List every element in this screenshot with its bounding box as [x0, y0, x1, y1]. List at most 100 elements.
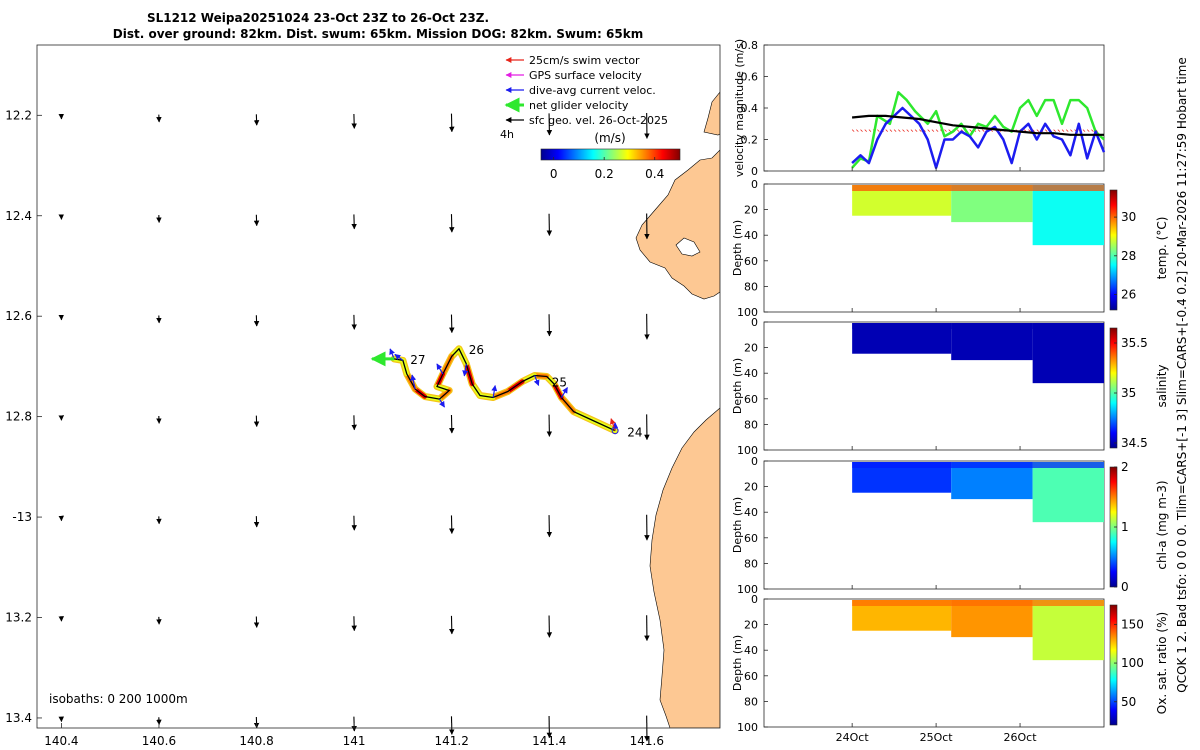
- dive-avg-current-arrow: [389, 348, 395, 360]
- section-axes-box: [763, 183, 1105, 313]
- map-y-tick-label: 12.8: [5, 410, 32, 424]
- section-colorbar-tick-label: 28: [1121, 249, 1136, 263]
- swim-marker: [927, 129, 930, 132]
- swim-marker: [919, 129, 922, 132]
- section-y-label: Depth (m): [731, 358, 744, 414]
- day-label: 24: [627, 426, 642, 440]
- section-data-block: [951, 185, 1033, 223]
- section-colorbar-label: temp. (°C): [1155, 217, 1169, 280]
- current-vector-field: [58, 112, 650, 742]
- section-colorbar-tick-label: 1: [1121, 520, 1129, 534]
- day-labels: 24 25 26 27: [410, 343, 642, 440]
- section-colorbar-label: salinity: [1155, 364, 1169, 407]
- section-data-block: [1032, 462, 1104, 523]
- map-x-tick-label: 140.4: [44, 734, 78, 748]
- swim-marker: [851, 129, 855, 132]
- day-label: 27: [410, 353, 425, 367]
- section-colorbar: [1109, 604, 1118, 726]
- swim-marker: [1061, 129, 1065, 132]
- coastline: [635, 91, 720, 728]
- section-colorbar-tick-label: 26: [1121, 288, 1136, 302]
- swim-marker: [1044, 129, 1048, 132]
- section-axes-box: [763, 460, 1105, 590]
- map-x-tick-label: 141.6: [630, 734, 664, 748]
- swim-marker: [868, 129, 872, 132]
- velocity-axes-box: [763, 44, 1105, 172]
- section-colorbar: [1109, 327, 1118, 449]
- colorbar-tick-label: 0.2: [595, 167, 614, 181]
- time-tick-label: 25Oct: [920, 731, 954, 744]
- section-y-label: Depth (m): [731, 497, 744, 553]
- section-panel: 0 20 40 60 80 100 Depth (m) 50 100 150 Ox. sat. ra…: [731, 593, 1169, 734]
- swim-marker: [1082, 129, 1086, 132]
- map-x-tick-label: 141: [343, 734, 366, 748]
- depth-tick-label: 60: [744, 255, 758, 268]
- legend-entry: net glider velocity: [529, 99, 629, 112]
- velocity-y-label: velocity magnitude (m/s): [733, 39, 746, 177]
- section-surface-layer: [852, 323, 1104, 329]
- track-start-marker: [611, 427, 619, 435]
- depth-tick-label: 60: [744, 670, 758, 683]
- map-y-tick-label: 12.6: [5, 309, 32, 323]
- section-colorbar-tick-label: 50: [1121, 695, 1136, 709]
- swim-marker: [860, 129, 863, 132]
- section-panel: 0 20 40 60 80 100 Depth (m) 26 28 30 temp. (°C): [731, 178, 1169, 319]
- depth-tick-label: 0: [751, 178, 758, 191]
- swim-marker: [1036, 129, 1040, 132]
- swim-marker: [902, 129, 905, 132]
- land-mid: [635, 149, 720, 300]
- swim-marker: [914, 129, 918, 132]
- swim-marker: [1053, 129, 1056, 132]
- swim-marker: [885, 129, 889, 132]
- swim-marker: [910, 129, 914, 132]
- swim-marker: [1091, 129, 1094, 132]
- section-colorbar-tick-label: 0: [1121, 580, 1129, 594]
- map-y-tick-label: 13.2: [5, 611, 32, 625]
- colorbar-scale: [540, 148, 681, 161]
- section-colorbar: [1109, 189, 1118, 311]
- map-x-tick-label: 141.4: [532, 734, 566, 748]
- dive-avg-current-arrow: [438, 398, 445, 408]
- dive-avg-current-arrow: [394, 353, 404, 361]
- depth-tick-label: 40: [744, 506, 758, 519]
- day-label: 25: [552, 375, 567, 389]
- depth-tick-label: 80: [744, 418, 758, 431]
- swim-marker: [1070, 129, 1073, 132]
- dive-avg-current-arrow: [533, 375, 540, 387]
- glider-track: [390, 345, 619, 435]
- map-background: [37, 45, 720, 728]
- dive-avg-current-arrow: [410, 374, 417, 390]
- section-data-block: [951, 462, 1033, 500]
- swim-marker: [877, 129, 880, 132]
- section-data-block: [951, 323, 1033, 361]
- depth-tick-label: 20: [744, 481, 758, 494]
- side-annotation: QCOK 1 2. Bad tsfo: 0 0 0 0. Tlim=CARS+[…: [1175, 57, 1189, 693]
- track-line: [393, 347, 616, 432]
- dive-avg-current-arrow: [436, 363, 444, 375]
- velocity-y-tick-label: 0.6: [741, 71, 759, 84]
- legend-entry: GPS surface velocity: [529, 69, 642, 82]
- dive-avg-current-arrow: [462, 363, 469, 377]
- swim-marker: [1028, 129, 1031, 132]
- glider-vectors: [370, 348, 619, 435]
- legend-4h-label: 4h: [500, 128, 514, 141]
- dive-avg-current-arrow: [560, 387, 568, 398]
- day-label: 26: [469, 343, 484, 357]
- swim-marker: [969, 129, 972, 132]
- section-colorbar-tick-label: 34.5: [1121, 436, 1148, 450]
- depth-tick-label: 20: [744, 619, 758, 632]
- depth-tick-label: 40: [744, 644, 758, 657]
- depth-tick-label: 100: [737, 444, 758, 457]
- section-surface-layer: [852, 462, 1104, 468]
- legend-entry: sfc geo. vel. 26-Oct-2025: [529, 114, 668, 127]
- swim-marker: [956, 129, 960, 132]
- swim-marker: [931, 129, 935, 132]
- map-panel: 140.4 140.6 140.8 141 141.2 141.4 141.6 12.212…: [5, 44, 721, 748]
- map-y-tick-label: 13.4: [5, 711, 32, 725]
- land-north: [703, 91, 720, 136]
- swim-marker: [889, 129, 893, 132]
- time-tick-label: 24Oct: [836, 731, 870, 744]
- map-y-axis: 12.2 12.4 12.6 12.8 -13 13.2 13.4: [5, 108, 42, 725]
